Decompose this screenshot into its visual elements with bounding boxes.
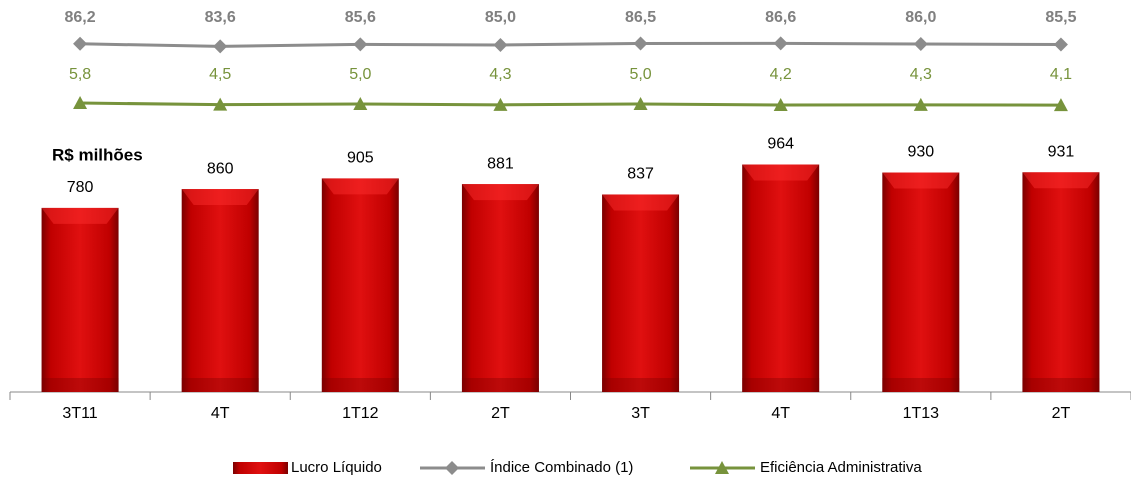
bar	[1022, 172, 1100, 392]
value-label: 86,0	[905, 9, 936, 26]
bar-bevel	[461, 184, 539, 201]
value-label: 964	[767, 136, 794, 153]
x-tick-label: 3T	[631, 405, 650, 422]
bar-bevel	[1022, 172, 1100, 189]
value-label: 837	[627, 166, 654, 183]
legend-label: Eficiência Administrativa	[760, 459, 922, 476]
value-label: 860	[207, 160, 234, 177]
value-label: 5,8	[69, 66, 91, 83]
legend-label: Índice Combinado (1)	[490, 459, 633, 476]
value-label: 930	[907, 144, 934, 161]
marker	[1053, 37, 1068, 52]
marker	[73, 96, 88, 110]
line	[80, 101, 1061, 107]
x-tick-label: 2T	[1052, 405, 1071, 422]
marker	[715, 461, 729, 474]
marker	[913, 97, 928, 111]
value-label: 780	[67, 179, 94, 196]
bar-bevel	[742, 164, 820, 181]
value-label: 4,2	[770, 66, 792, 83]
value-label: 881	[487, 155, 514, 172]
legend-label: Lucro Líquido	[291, 459, 382, 476]
value-label: 83,6	[205, 9, 236, 26]
bar-base	[742, 378, 820, 392]
marker	[353, 37, 368, 52]
marker	[353, 97, 368, 110]
marker	[445, 461, 459, 475]
bar	[181, 189, 259, 392]
marker	[633, 97, 648, 110]
marker	[1053, 98, 1068, 112]
x-tick-label: 4T	[211, 405, 230, 422]
bar	[602, 194, 680, 392]
value-label: 5,0	[349, 66, 371, 83]
marker	[773, 97, 788, 111]
value-label: 85,0	[485, 9, 516, 26]
bar-bevel	[882, 172, 960, 189]
bar	[321, 178, 399, 392]
value-label: 4,1	[1050, 66, 1072, 83]
bar-base	[321, 378, 399, 392]
marker	[213, 97, 228, 111]
bar-base	[602, 378, 680, 392]
value-label: 86,2	[64, 9, 95, 26]
bar-bevel	[41, 207, 119, 224]
bar	[742, 164, 820, 392]
value-label: 85,6	[345, 9, 376, 26]
bar-bevel	[181, 189, 259, 206]
x-tick-label: 1T12	[342, 405, 379, 422]
bar-base	[41, 378, 119, 392]
value-label: 85,5	[1045, 9, 1076, 26]
bar	[461, 184, 539, 392]
bar-base	[1022, 378, 1100, 392]
value-label: 86,5	[625, 9, 656, 26]
marker	[213, 39, 228, 54]
marker	[73, 36, 88, 51]
bar	[41, 207, 119, 392]
legend-swatch	[233, 462, 288, 474]
line	[80, 41, 1061, 48]
value-label: 86,6	[765, 9, 796, 26]
bar-base	[461, 378, 539, 392]
chart-title: R$ milhões	[52, 145, 143, 164]
marker	[493, 97, 508, 111]
value-label: 4,3	[489, 66, 511, 83]
marker	[493, 38, 508, 52]
bar-bevel	[321, 178, 399, 195]
x-tick-label: 4T	[771, 405, 790, 422]
bar-bevel	[602, 194, 680, 211]
bar-base	[181, 378, 259, 392]
x-tick-label: 3T11	[62, 405, 97, 422]
marker	[633, 36, 648, 51]
value-label: 4,3	[910, 66, 932, 83]
marker	[773, 36, 788, 51]
x-tick-label: 2T	[491, 405, 510, 422]
x-tick-label: 1T13	[903, 405, 940, 422]
value-label: 4,5	[209, 66, 231, 83]
bar-base	[882, 378, 960, 392]
bar	[882, 172, 960, 392]
value-label: 931	[1048, 144, 1075, 161]
value-label: 905	[347, 150, 374, 167]
marker	[913, 37, 928, 51]
value-label: 5,0	[629, 66, 651, 83]
